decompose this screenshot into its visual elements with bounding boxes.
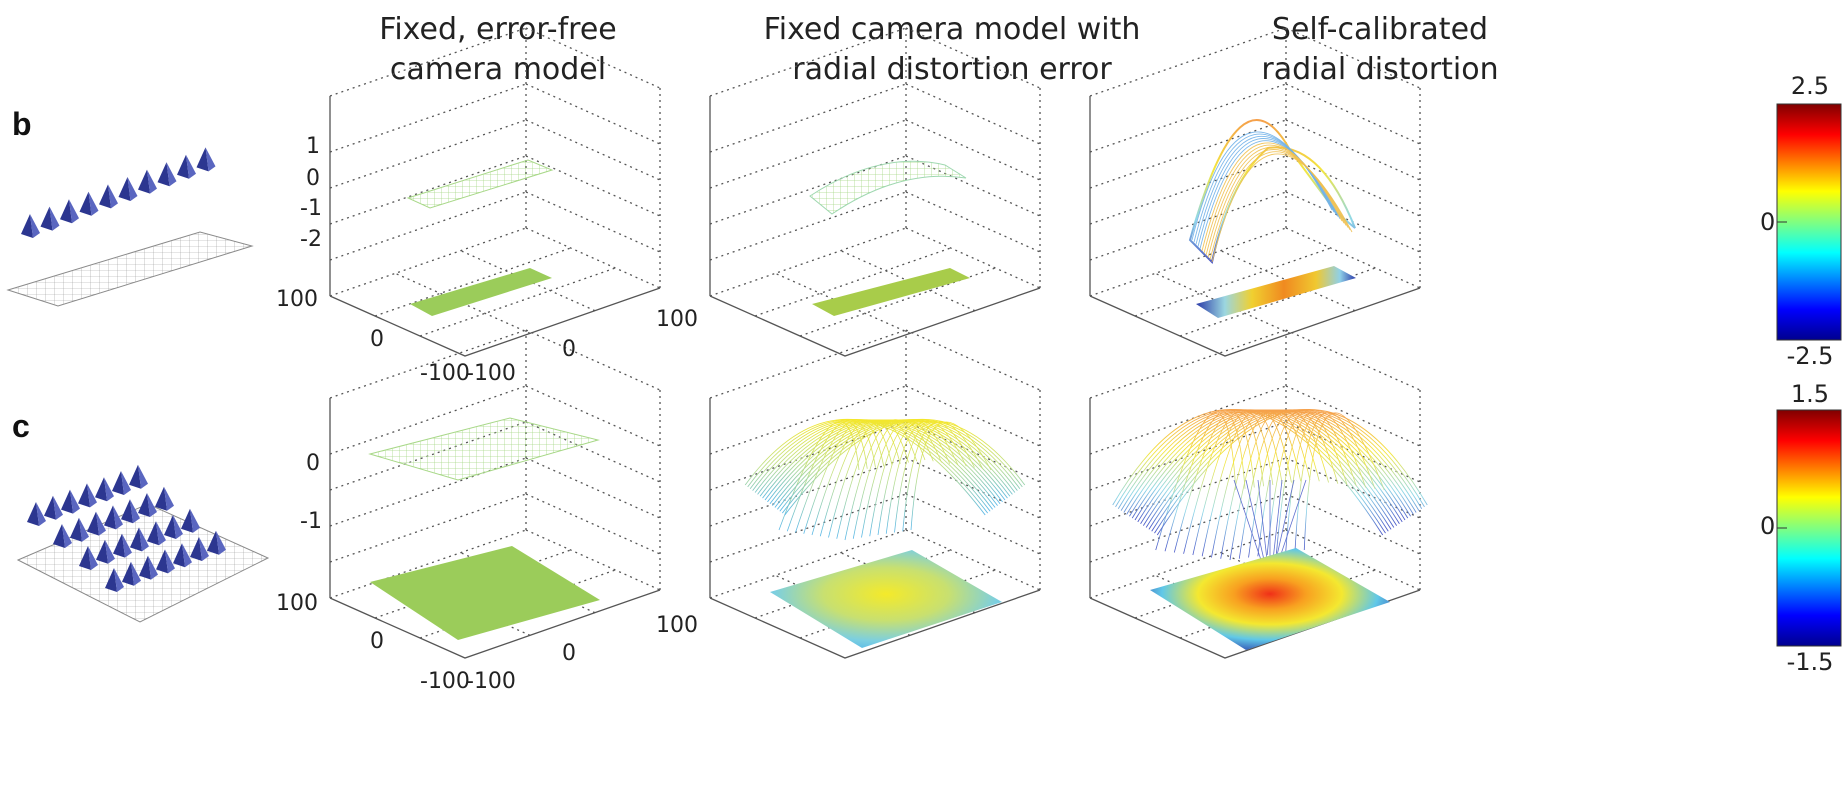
camera-icon	[138, 169, 157, 194]
axes-box	[329, 27, 661, 357]
y-tick-row-b: 0	[370, 327, 384, 352]
camera-icon	[61, 489, 80, 514]
camera-icon	[78, 483, 97, 508]
camera-row-b	[21, 147, 216, 238]
surface-mesh-b2	[809, 160, 967, 215]
surface-mesh-b1	[406, 159, 554, 209]
camera-icon	[96, 539, 115, 564]
colorbar-row-b	[1776, 103, 1842, 341]
camera-icon	[164, 515, 183, 539]
y-tick-row-c: -100	[420, 669, 470, 694]
camera-icon	[129, 464, 148, 489]
camera-icon	[147, 521, 166, 546]
camera-icon	[95, 477, 114, 502]
column-title-line: camera model	[389, 52, 607, 87]
x-tick-row-b: -100	[466, 361, 516, 386]
camera-icon	[113, 533, 132, 558]
camera-icon	[40, 206, 60, 231]
column-title-line: Fixed camera model with	[763, 12, 1141, 47]
x-tick-row-c: 0	[562, 641, 576, 666]
camera-icon	[196, 147, 216, 172]
camera-icon	[79, 191, 99, 216]
z-tick-row-b: -2	[300, 227, 322, 252]
colorbar-c-max: 1.5	[1790, 380, 1830, 408]
x-tick-row-c: 100	[656, 613, 698, 638]
z-tick-row-b: -1	[300, 196, 322, 221]
camera-icon	[60, 199, 79, 224]
surface-mesh-b3-lines	[1191, 131, 1353, 263]
y-tick-row-b: 100	[276, 287, 318, 312]
camera-icon	[87, 511, 106, 536]
column-title-line: radial distortion error	[792, 52, 1112, 87]
x-tick-row-b: 0	[562, 337, 576, 362]
surface-mesh-c3	[1112, 409, 1428, 561]
y-tick-row-b: -100	[420, 361, 470, 386]
camera-icon	[70, 517, 89, 542]
x-tick-row-c: -100	[466, 669, 516, 694]
camera-icon	[53, 524, 72, 548]
camera-icon	[112, 471, 131, 495]
camera-icon	[138, 493, 157, 517]
colorbar-b-min: -2.5	[1786, 342, 1834, 370]
surface-projection-c3	[1150, 548, 1390, 650]
camera-icon	[181, 508, 200, 533]
camera-icon	[44, 495, 63, 520]
column-title-distortion-error: Fixed camera model with radial distortio…	[732, 10, 1172, 90]
y-tick-row-c: 0	[370, 629, 384, 654]
camera-icon	[156, 549, 175, 574]
colorbar-c-mid: 0	[1760, 512, 1776, 540]
camera-icon	[207, 530, 226, 555]
panel-label-c: c	[12, 408, 30, 444]
colorbar-b-max: 2.5	[1790, 72, 1830, 100]
surface-projection-b1	[410, 268, 552, 316]
camera-icon	[105, 568, 124, 592]
surface-projection-c2	[770, 550, 1002, 648]
camera-icon	[27, 502, 46, 526]
surface-mesh-b3	[1188, 119, 1356, 264]
colorbar-row-c	[1776, 409, 1842, 647]
camera-icon	[130, 527, 149, 552]
camera-grid-row-c	[27, 464, 226, 592]
column-title-fixed: Fixed, error-free camera model	[308, 10, 688, 90]
camera-icon	[99, 184, 118, 209]
surface-mesh-c2	[744, 418, 1026, 541]
camera-array-row-b	[6, 147, 254, 307]
column-title-line: Fixed, error-free	[379, 12, 617, 47]
calibration-grid-row-c	[16, 503, 270, 623]
camera-icon	[155, 486, 174, 511]
axes-box	[709, 27, 1041, 357]
camera-icon	[177, 154, 196, 179]
camera-icon	[118, 177, 138, 201]
calibration-grid-row-b	[6, 231, 254, 307]
surface-mesh-c1	[368, 417, 600, 481]
colorbar-b-mid: 0	[1760, 208, 1776, 236]
camera-icon	[121, 499, 140, 524]
x-tick-row-b: 100	[656, 307, 698, 332]
panel-label-b: b	[12, 106, 32, 142]
column-title-line: Self-calibrated	[1271, 12, 1489, 47]
surface-projection-c1	[370, 546, 600, 640]
camera-icon	[157, 162, 177, 187]
camera-icon	[104, 505, 123, 530]
camera-icon	[21, 214, 40, 238]
axes-box	[1089, 329, 1421, 659]
z-tick-row-c: -1	[300, 509, 322, 534]
colorbar-c-min: -1.5	[1786, 648, 1834, 676]
z-tick-row-b: 0	[306, 166, 320, 191]
camera-icon	[190, 537, 209, 561]
z-tick-row-c: 0	[306, 451, 320, 476]
camera-array-row-c	[16, 464, 270, 623]
z-tick-row-b: 1	[306, 134, 320, 159]
camera-icon	[139, 555, 158, 580]
camera-icon	[122, 561, 141, 586]
camera-icon	[173, 543, 192, 568]
surface-projection-b3	[1196, 266, 1356, 318]
surface-projection-b2	[812, 268, 970, 316]
y-tick-row-c: 100	[276, 591, 318, 616]
camera-icon	[79, 546, 98, 570]
tick-labels: 1 0 -1 -2 100 0 -100 -100 0 100 0 -1 100…	[276, 134, 698, 694]
